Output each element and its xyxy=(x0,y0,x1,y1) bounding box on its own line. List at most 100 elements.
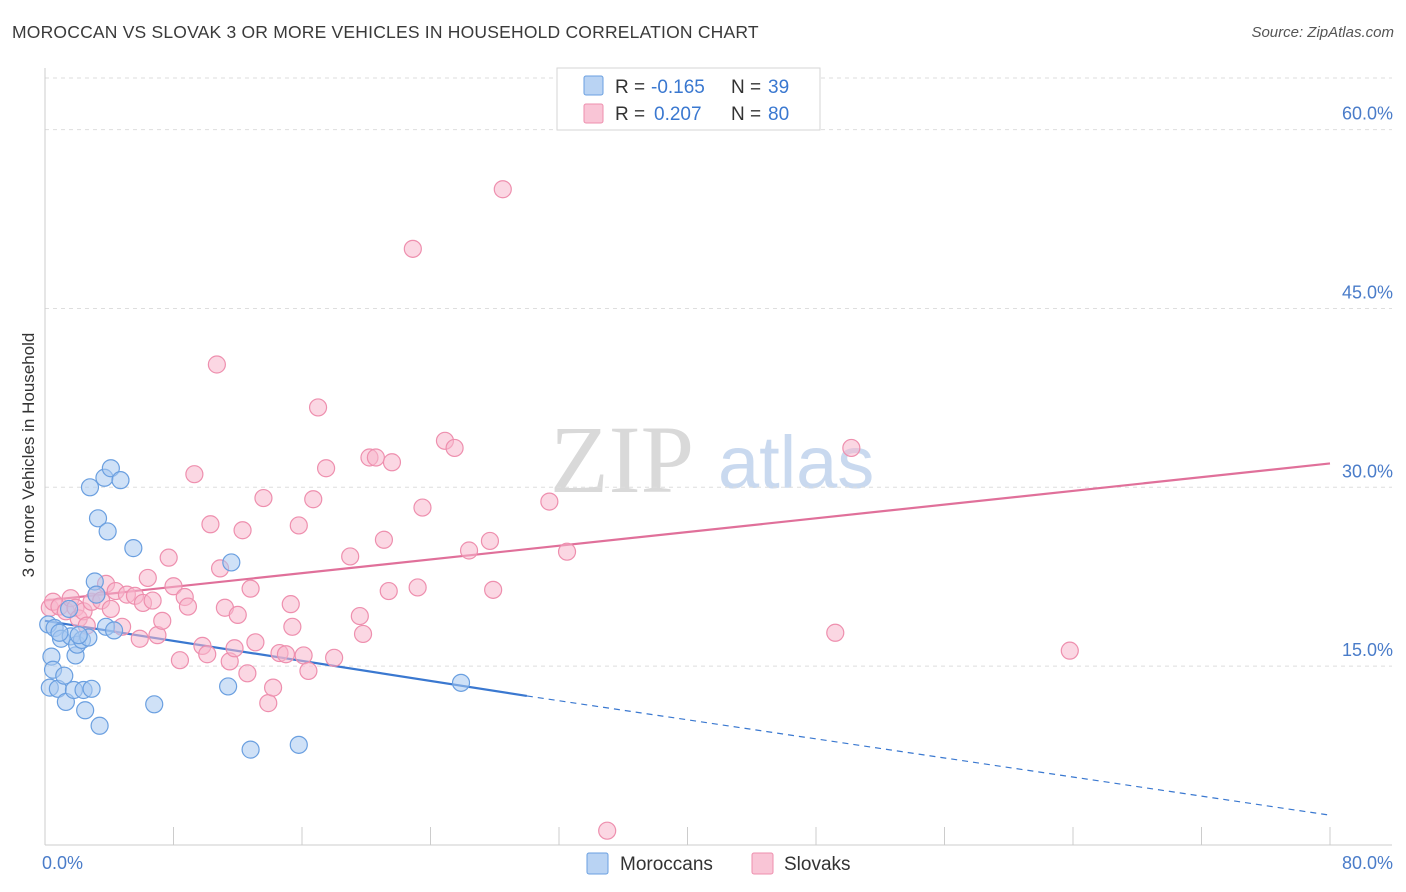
point-slovaks xyxy=(207,355,226,374)
trend-lines xyxy=(44,462,1331,816)
point-slovaks xyxy=(540,492,559,511)
point-slovaks xyxy=(178,597,198,616)
point-slovaks xyxy=(480,531,500,551)
point-moroccans xyxy=(69,626,88,645)
point-slovaks xyxy=(484,580,503,599)
point-slovaks xyxy=(353,624,373,644)
legend-r-label: R = xyxy=(615,77,645,98)
y-axis-title: 3 or more Vehicles in Household xyxy=(19,333,38,578)
point-slovaks xyxy=(826,623,845,642)
point-slovaks xyxy=(185,465,204,484)
point-slovaks xyxy=(159,548,178,567)
legend-r-label: R = xyxy=(615,104,645,125)
point-slovaks xyxy=(170,651,190,670)
axes xyxy=(44,68,1392,846)
point-slovaks xyxy=(325,648,344,667)
point-slovaks xyxy=(246,633,265,652)
point-slovaks xyxy=(259,694,278,713)
point-slovaks xyxy=(842,438,861,458)
point-moroccans xyxy=(98,522,117,541)
point-slovaks xyxy=(374,530,394,549)
point-slovaks xyxy=(557,542,577,561)
point-moroccans xyxy=(219,677,238,696)
legend-top: R = -0.165 N = 39 R = 0.207 N = 80 xyxy=(556,67,821,131)
legend-n-value: 80 xyxy=(768,104,789,125)
point-moroccans xyxy=(451,673,471,692)
point-slovaks xyxy=(281,595,300,614)
trend-line-slovaks xyxy=(44,462,1331,602)
point-slovaks xyxy=(276,645,296,664)
point-slovaks xyxy=(493,180,512,199)
point-slovaks xyxy=(459,541,479,560)
point-slovaks xyxy=(289,516,308,535)
y-tick-label: 15.0% xyxy=(1342,640,1393,660)
point-slovaks xyxy=(299,661,318,681)
trend-line-extension-moroccans xyxy=(526,695,1331,816)
point-slovaks xyxy=(164,577,183,596)
point-slovaks xyxy=(143,591,162,610)
watermark-atlas: atlas xyxy=(718,421,874,504)
point-slovaks xyxy=(238,664,257,683)
point-slovaks xyxy=(308,398,328,417)
y-tick-label: 45.0% xyxy=(1342,282,1393,302)
legend-swatch-slovaks xyxy=(583,103,604,124)
point-slovaks xyxy=(413,498,432,517)
point-moroccans xyxy=(88,509,108,528)
legend-bottom-swatch-slovaks xyxy=(751,852,774,875)
point-slovaks xyxy=(130,629,149,648)
point-slovaks xyxy=(350,606,369,626)
point-moroccans xyxy=(76,701,95,720)
point-slovaks xyxy=(445,438,464,458)
point-slovaks xyxy=(598,821,617,840)
point-moroccans xyxy=(55,666,74,685)
point-moroccans xyxy=(82,679,101,698)
legend-bottom: Moroccans Slovaks xyxy=(586,852,851,875)
point-slovaks xyxy=(201,515,220,534)
point-slovaks xyxy=(228,605,247,624)
legend-bottom-swatch-moroccans xyxy=(586,852,609,875)
point-slovaks xyxy=(382,453,402,472)
point-slovaks xyxy=(153,611,172,630)
point-moroccans xyxy=(80,478,100,497)
legend-r-value: -0.165 xyxy=(651,77,705,98)
point-slovaks xyxy=(379,581,398,601)
point-slovaks xyxy=(198,645,217,664)
legend-n-label: N = xyxy=(731,104,761,125)
point-slovaks xyxy=(283,617,302,636)
x-tick-label: 0.0% xyxy=(42,853,83,873)
point-slovaks xyxy=(233,521,252,540)
point-slovaks xyxy=(366,448,385,467)
point-moroccans xyxy=(101,459,120,478)
tick-labels: 15.0% 30.0% 45.0% 60.0% 0.0% 80.0% xyxy=(42,104,1393,873)
watermark-zip: ZIP xyxy=(550,406,694,513)
data-points xyxy=(39,180,1079,840)
y-tick-label: 60.0% xyxy=(1342,104,1393,124)
point-slovaks xyxy=(403,239,422,258)
point-moroccans xyxy=(50,623,69,642)
point-slovaks xyxy=(138,568,157,588)
chart-title: MOROCCAN VS SLOVAK 3 OR MORE VEHICLES IN… xyxy=(12,22,759,42)
point-moroccans xyxy=(87,585,106,604)
legend-n-value: 39 xyxy=(768,77,789,98)
point-slovaks xyxy=(316,459,336,478)
point-slovaks xyxy=(341,547,360,566)
point-moroccans xyxy=(90,716,109,735)
point-slovaks xyxy=(101,599,120,619)
point-slovaks xyxy=(408,578,427,597)
point-slovaks xyxy=(225,639,244,658)
point-moroccans xyxy=(222,553,241,572)
point-moroccans xyxy=(124,539,143,558)
point-moroccans xyxy=(111,471,130,490)
point-slovaks xyxy=(294,646,313,665)
point-moroccans xyxy=(289,735,308,754)
legend-bottom-label-slovaks: Slovaks xyxy=(784,854,851,875)
legend-bottom-label-moroccans: Moroccans xyxy=(620,854,713,875)
y-tick-label: 30.0% xyxy=(1342,461,1393,481)
point-moroccans xyxy=(104,621,124,640)
point-moroccans xyxy=(241,740,260,759)
source-label: Source: ZipAtlas.com xyxy=(1251,24,1394,41)
point-slovaks xyxy=(263,678,283,697)
point-slovaks xyxy=(254,488,273,508)
point-slovaks xyxy=(241,579,260,598)
